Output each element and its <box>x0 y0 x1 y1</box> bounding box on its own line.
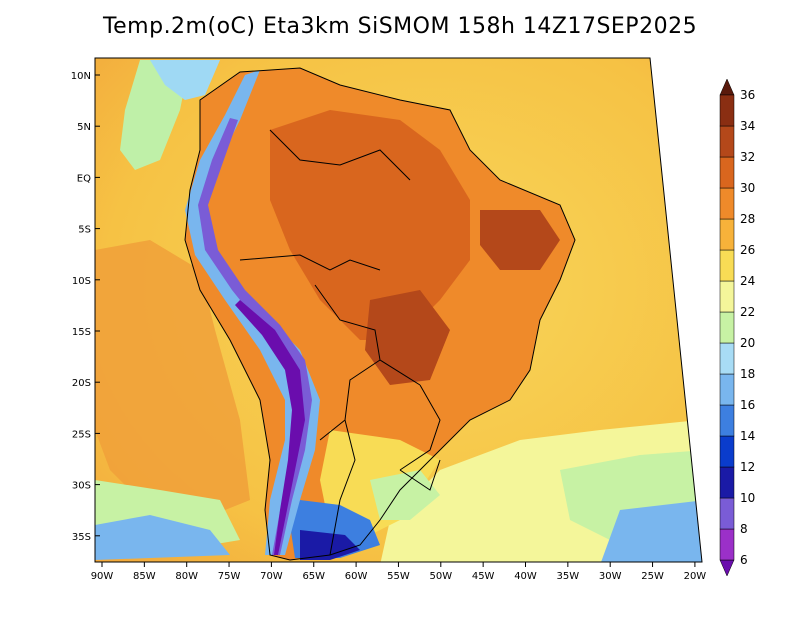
colorbar-label: 6 <box>740 553 748 567</box>
northeast-hot-core <box>480 210 560 270</box>
patagonia-cold <box>300 530 360 560</box>
interior-hot-core <box>365 290 450 385</box>
colorbar-segment <box>719 249 735 282</box>
colorbar-label: 30 <box>740 181 755 195</box>
amazon-hot-core <box>270 110 470 340</box>
colorbar-segment <box>719 280 735 313</box>
country-borders <box>184 67 576 561</box>
lat-tick-label: 35S <box>72 532 91 543</box>
colorbar-label: 34 <box>740 119 755 133</box>
lon-tick-label: 60W <box>345 571 368 582</box>
colorbar-segment <box>719 311 735 344</box>
colorbar: 6 8 10 12 14 16 18 20 22 24 26 28 30 32 34 36 <box>719 78 755 577</box>
south-pacific-blue <box>95 515 230 560</box>
map-field <box>95 58 702 562</box>
lon-tick-label: 80W <box>175 571 198 582</box>
lon-tick-label: 45W <box>472 571 495 582</box>
colorbar-segment <box>719 94 735 127</box>
lon-tick-label: 75W <box>218 571 241 582</box>
lat-tick-label: 30S <box>72 481 91 492</box>
lon-tick-label: 55W <box>387 571 410 582</box>
lon-tick-label: 85W <box>133 571 156 582</box>
south-atlantic-blue <box>600 500 702 562</box>
lon-tick-label: 30W <box>599 571 622 582</box>
lon-tick-label: 40W <box>514 571 537 582</box>
colorbar-label: 12 <box>740 460 755 474</box>
colorbar-min-arrow <box>719 559 735 577</box>
colorbar-segment <box>719 497 735 530</box>
colorbar-label: 32 <box>740 150 755 164</box>
colorbar-segment <box>719 125 735 158</box>
map-frame <box>94 57 703 563</box>
colorbar-segment <box>719 435 735 468</box>
colorbar-segment <box>719 187 735 220</box>
lon-tick-label: 20W <box>684 571 707 582</box>
colorbar-segment <box>719 156 735 189</box>
lon-tick-label: 50W <box>429 571 452 582</box>
lat-tick-label: 5N <box>77 122 91 133</box>
pampas-cool <box>370 470 440 520</box>
lon-tick-label: 65W <box>302 571 325 582</box>
lon-tick-label: 90W <box>91 571 114 582</box>
colorbar-label: 24 <box>740 274 755 288</box>
lat-tick-label: 15S <box>72 327 91 338</box>
andes-ridge-coldest <box>235 300 305 555</box>
lat-tick-label: 5S <box>78 225 91 236</box>
colorbar-segment <box>719 218 735 251</box>
colorbar-label: 16 <box>740 398 755 412</box>
pacific-cool-patch-2 <box>150 60 220 100</box>
colorbar-label: 26 <box>740 243 755 257</box>
colorbar-max-arrow <box>719 78 735 96</box>
colorbar-label: 28 <box>740 212 755 226</box>
colorbar-label: 20 <box>740 336 755 350</box>
colorbar-label: 36 <box>740 88 755 102</box>
colorbar-segment <box>719 373 735 406</box>
colorbar-segment <box>719 466 735 499</box>
lon-tick-label: 70W <box>260 571 283 582</box>
longitude-axis: 90W 85W 80W 75W 70W 65W 60W 55W 50W 45W 40W 35W 30W 2… <box>91 562 707 582</box>
colorbar-label: 22 <box>740 305 755 319</box>
lat-tick-label: 20S <box>72 378 91 389</box>
lat-tick-label: EQ <box>77 173 91 184</box>
map-title: Temp.2m(oC) Eta3km SiSMOM 158h 14Z17SEP2… <box>102 14 698 39</box>
colorbar-segment <box>719 342 735 375</box>
lon-tick-label: 25W <box>641 571 664 582</box>
lat-tick-label: 10N <box>71 71 91 82</box>
colorbar-label: 8 <box>740 522 748 536</box>
pacific-warm-band <box>95 240 250 520</box>
colorbar-label: 14 <box>740 429 755 443</box>
colorbar-segment <box>719 528 735 561</box>
lon-tick-label: 35W <box>557 571 580 582</box>
lat-tick-label: 10S <box>72 276 91 287</box>
colorbar-label: 18 <box>740 367 755 381</box>
colorbar-segment <box>719 404 735 437</box>
lat-tick-label: 25S <box>72 429 91 440</box>
colorbar-label: 10 <box>740 491 755 505</box>
latitude-axis: 10N 5N EQ 5S 10S 15S 20S 25S 30S 35S <box>71 71 100 543</box>
